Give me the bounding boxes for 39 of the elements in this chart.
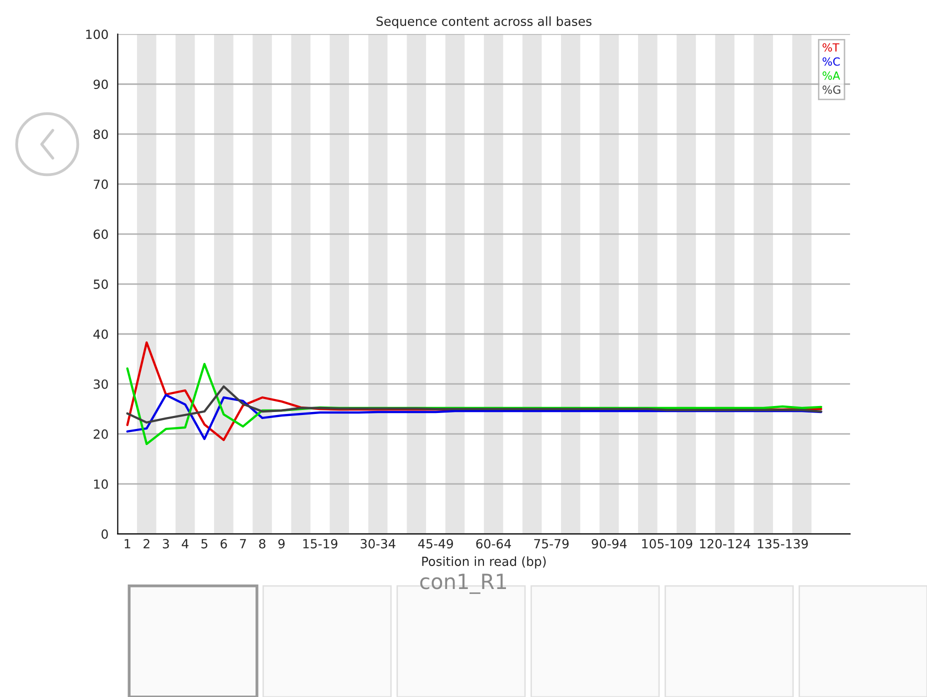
x-tick-label: 120-124	[700, 538, 750, 548]
text: con1_R1	[420, 574, 506, 594]
y-tick-label: 0	[102, 529, 108, 539]
x-tick-label: 9	[278, 538, 285, 548]
x-tick-label: 135-139	[758, 538, 808, 548]
line-series	[126, 385, 822, 424]
y-tick-label: 70	[94, 180, 108, 190]
y-tick-label: 40	[93, 329, 108, 339]
text: %C	[822, 57, 840, 66]
x-tick-label: 15-19	[303, 538, 338, 548]
y-tick-label: 100	[86, 30, 108, 40]
x-axis-title: Position in read (bp)	[422, 556, 546, 569]
y-tick-label: 60	[94, 230, 108, 239]
x-tick-label: 60-64	[476, 538, 511, 548]
y-tick-label: 20	[94, 429, 108, 439]
text: %G	[822, 86, 840, 94]
chart-title: Sequence content across all bases	[376, 16, 592, 28]
x-tick-label: 4	[182, 539, 188, 548]
x-tick-label: 75-79	[534, 538, 569, 548]
x-tick-label: 3	[162, 538, 169, 548]
y-tick-label: 30	[94, 379, 108, 389]
x-tick-label: 90-94	[592, 538, 627, 548]
y-tick-label: 80	[94, 130, 108, 140]
x-tick-label: 1	[124, 539, 130, 548]
line-series	[126, 362, 822, 446]
y-tick-label: 10	[94, 479, 108, 489]
line-series	[126, 394, 822, 440]
text: %T	[822, 43, 840, 52]
text: %A	[822, 71, 840, 80]
y-tick-label: 50	[94, 280, 108, 289]
y-tick-label: 90	[94, 80, 108, 90]
x-tick-label: 7	[240, 539, 246, 548]
x-tick-label: 8	[259, 538, 266, 548]
x-tick-label: 105-109	[642, 538, 692, 548]
x-tick-label: 2	[144, 538, 150, 548]
x-tick-label: 30-34	[360, 538, 396, 548]
x-tick-label: 6	[220, 538, 227, 548]
x-tick-label: 5	[201, 539, 208, 548]
x-tick-label: 45-49	[418, 538, 453, 548]
